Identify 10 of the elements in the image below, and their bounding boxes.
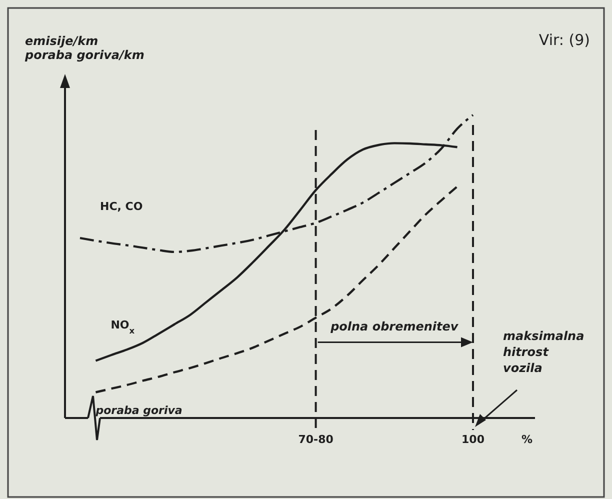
- series-label: poraba goriva: [94, 404, 182, 418]
- x-tick-label: 70-80: [298, 433, 334, 446]
- text: HC, CO: [100, 200, 143, 214]
- annotation: polna obremenitev: [330, 319, 460, 334]
- x-axis-title: %: [521, 433, 533, 446]
- text: Vir: (9): [538, 31, 590, 49]
- y-axis-title: emisije/km poraba goriva/km: [24, 34, 144, 62]
- series-label: NO$_{x}$: [110, 318, 136, 336]
- text: maksimalna hitrost vozila: [503, 329, 584, 375]
- x-tick-label: 100: [462, 433, 485, 446]
